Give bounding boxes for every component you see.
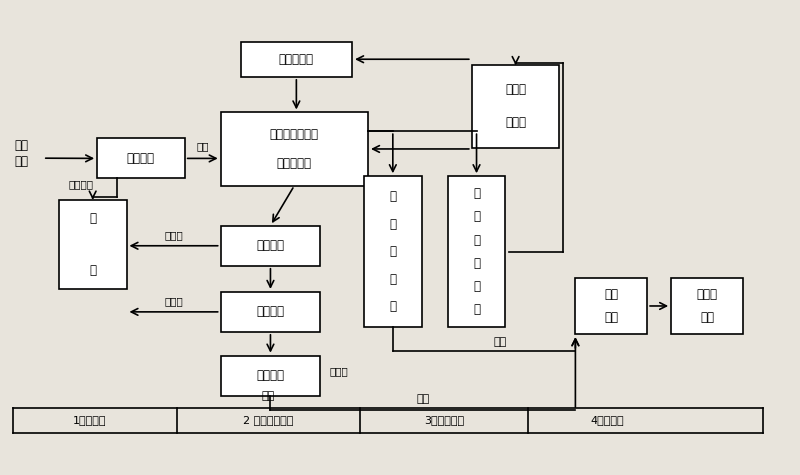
- Text: 附: 附: [473, 303, 480, 316]
- Text: 过: 过: [390, 273, 396, 285]
- Bar: [448, 176, 506, 327]
- Bar: [575, 278, 647, 334]
- Text: 滤: 滤: [390, 300, 396, 313]
- Bar: [97, 138, 185, 179]
- Text: 混合、搅拌: 混合、搅拌: [277, 157, 312, 170]
- Bar: [364, 176, 422, 327]
- Text: 砂: 砂: [390, 190, 396, 203]
- Text: 细砂砾: 细砂砾: [164, 296, 183, 306]
- Text: 炭: 炭: [473, 234, 480, 247]
- Text: 柱: 柱: [473, 257, 480, 270]
- Text: 土壤淋洗反应器: 土壤淋洗反应器: [270, 128, 319, 141]
- Bar: [472, 65, 559, 148]
- Text: 一级筛分: 一级筛分: [257, 239, 285, 252]
- Text: 粗砂砾: 粗砂砾: [164, 230, 183, 240]
- Bar: [221, 113, 368, 186]
- Bar: [221, 292, 320, 332]
- Text: 土壤: 土壤: [14, 155, 28, 169]
- Bar: [671, 278, 743, 334]
- Bar: [58, 200, 126, 289]
- Text: 收: 收: [89, 212, 96, 226]
- Text: 粗石块等: 粗石块等: [68, 180, 93, 190]
- Bar: [221, 356, 320, 396]
- Text: 调节槽: 调节槽: [505, 116, 526, 130]
- Text: 植物: 植物: [604, 288, 618, 301]
- Text: 4植物修复: 4植物修复: [590, 416, 624, 426]
- Text: 1准备阶段: 1准备阶段: [72, 416, 106, 426]
- Text: 固液分离: 固液分离: [257, 369, 285, 382]
- Text: 污染: 污染: [14, 139, 28, 152]
- Text: 破碎筛分: 破碎筛分: [127, 152, 155, 165]
- Bar: [241, 41, 352, 77]
- Text: 外运: 外运: [494, 337, 506, 347]
- Text: 利用: 利用: [700, 311, 714, 324]
- Text: 池: 池: [390, 245, 396, 258]
- Text: 淋洗剂: 淋洗剂: [505, 84, 526, 96]
- Text: 淋洗剂: 淋洗剂: [330, 366, 349, 376]
- Text: 淋洗剂加入: 淋洗剂加入: [279, 53, 314, 66]
- Text: 滤: 滤: [390, 218, 396, 231]
- Text: 土壤: 土壤: [262, 391, 275, 401]
- Text: 性: 性: [473, 210, 480, 223]
- Text: 吸: 吸: [473, 280, 480, 293]
- Text: 土壤再: 土壤再: [697, 288, 718, 301]
- Text: 土壤: 土壤: [197, 142, 209, 152]
- Text: 土壤: 土壤: [416, 394, 430, 405]
- Text: 2 土壤淋洗处理: 2 土壤淋洗处理: [243, 416, 294, 426]
- Text: 二级筛分: 二级筛分: [257, 305, 285, 318]
- Text: 3淋洗液处理: 3淋洗液处理: [424, 416, 464, 426]
- Text: 修复: 修复: [604, 311, 618, 324]
- Text: 集: 集: [89, 264, 96, 277]
- Bar: [221, 226, 320, 266]
- Text: 活: 活: [473, 187, 480, 200]
